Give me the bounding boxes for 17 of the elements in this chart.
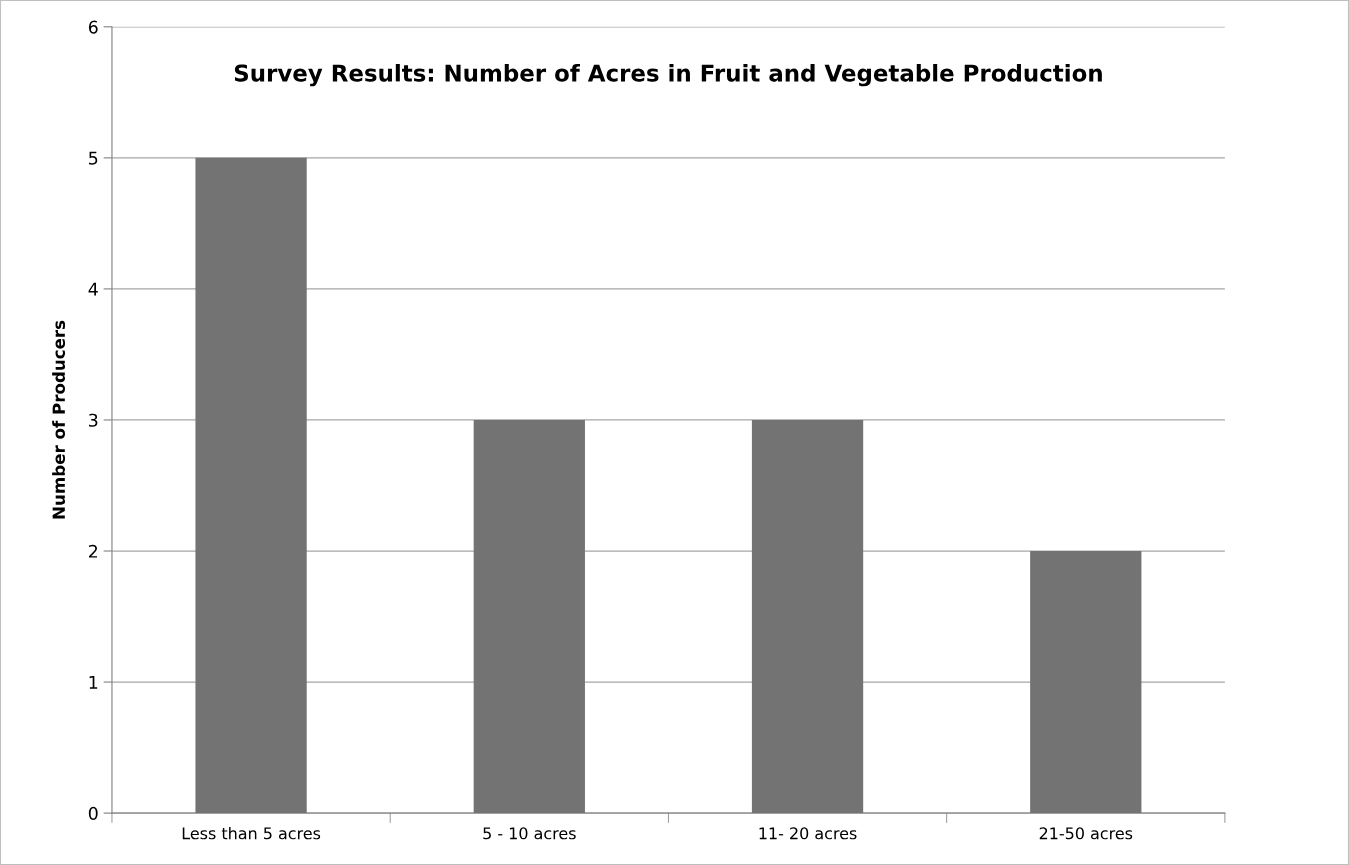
x-tick-label: 11- 20 acres <box>759 827 857 840</box>
y-tick-label: 6 <box>88 20 98 34</box>
bar <box>751 419 864 814</box>
bar <box>195 157 307 814</box>
bar <box>1030 551 1142 814</box>
y-tick-label: 0 <box>88 806 98 820</box>
y-tick-label: 3 <box>89 413 98 427</box>
bar <box>473 419 585 814</box>
y-tick-label: 1 <box>89 675 98 689</box>
y-tick-label: 5 <box>89 151 98 165</box>
x-tick-label: 21-50 acres <box>1039 827 1133 840</box>
x-tick-label: Less than 5 acres <box>182 826 321 840</box>
y-tick-label: 4 <box>88 282 98 296</box>
x-tick-label: 5 - 10 acres <box>483 827 576 840</box>
y-axis-title: Number of Producers <box>52 320 66 519</box>
text: Survey Results: Number of Acres in Fruit and Vegetable Production <box>234 63 1102 87</box>
y-tick-label: 2 <box>89 544 98 558</box>
